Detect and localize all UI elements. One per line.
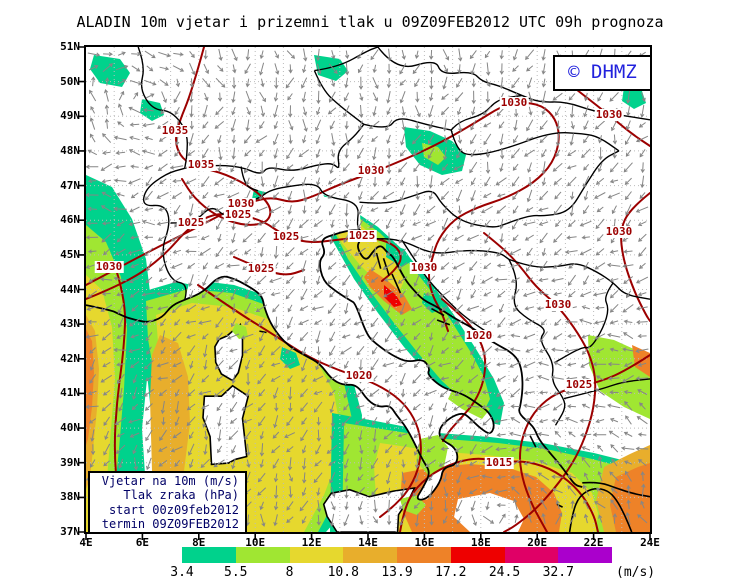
legend-tick-label: 10.8 bbox=[327, 565, 359, 580]
lat-label: 38N bbox=[60, 490, 80, 504]
colorbar-unit-label: (m/s) bbox=[616, 565, 656, 580]
lat-label: 44N bbox=[60, 282, 80, 296]
lat-label: 50N bbox=[60, 74, 80, 88]
lon-label: 12E bbox=[301, 536, 322, 549]
legend-tick-label: 24.5 bbox=[488, 565, 521, 580]
lon-label: 8E bbox=[192, 536, 206, 549]
legend-tick-label: 3.4 bbox=[170, 565, 194, 580]
legend-tick-label: 5.5 bbox=[224, 565, 248, 580]
legend-segment bbox=[450, 547, 505, 563]
legend-tick-label: 13.9 bbox=[381, 565, 413, 580]
map-graphics bbox=[86, 47, 650, 532]
legend-segment bbox=[343, 547, 397, 563]
legend-segment bbox=[235, 547, 290, 563]
lat-label: 42N bbox=[60, 351, 80, 365]
lat-label: 45N bbox=[60, 247, 80, 261]
lon-label: 22E bbox=[583, 536, 604, 549]
lat-label: 37N bbox=[60, 525, 80, 538]
legend-tick-label: 32.7 bbox=[542, 565, 574, 580]
legend-segment bbox=[289, 547, 344, 563]
lat-label: 39N bbox=[60, 455, 80, 469]
info-line-pressure: Tlak zraka (hPa) bbox=[123, 488, 239, 503]
lon-label: 14E bbox=[358, 536, 378, 549]
map-area: 1035 1035 1030 1025 1025 1025 1025 1030 1025 1030… bbox=[78, 45, 652, 540]
lat-label: 49N bbox=[60, 109, 80, 123]
map-info-box: Vjetar na 10m (m/s) Tlak zraka (hPa) sta… bbox=[88, 471, 247, 534]
legend-segment bbox=[397, 547, 451, 563]
color-patches bbox=[86, 55, 650, 532]
lon-label: 20E bbox=[527, 536, 548, 549]
lon-label: 24E bbox=[640, 536, 660, 549]
legend-segment bbox=[182, 547, 236, 563]
lat-label: 46N bbox=[60, 213, 80, 227]
info-line-wind: Vjetar na 10m (m/s) bbox=[101, 474, 239, 488]
lon-label: 18E bbox=[470, 536, 491, 549]
axis-ticks bbox=[78, 46, 651, 540]
legend-tick-label: 17.2 bbox=[435, 565, 467, 580]
graticule bbox=[86, 47, 650, 532]
lon-label: 16E bbox=[414, 536, 435, 549]
lon-label: 4E bbox=[79, 536, 93, 549]
copyright-dhmz-text: © DHMZ bbox=[568, 61, 637, 83]
dhmz-badge: © DHMZ bbox=[553, 55, 652, 91]
lat-label: 48N bbox=[60, 143, 80, 157]
lat-label: 41N bbox=[60, 386, 80, 400]
lon-label: 6E bbox=[135, 536, 150, 549]
legend-tick-label: 8 bbox=[285, 565, 294, 580]
lat-label: 43N bbox=[60, 317, 80, 331]
legend-segment bbox=[558, 547, 612, 563]
page-title: ALADIN 10m vjetar i prizemni tlak u 09Z0… bbox=[76, 13, 664, 31]
info-line-termin: termin 09Z09FEB2012 bbox=[101, 516, 239, 531]
wind-speed-colorbar bbox=[182, 547, 612, 563]
info-line-start: start 00z09feb2012 bbox=[108, 502, 239, 517]
lat-label: 51N bbox=[60, 40, 80, 53]
lon-label: 10E bbox=[245, 536, 266, 549]
map-canvas bbox=[78, 46, 651, 540]
lat-label: 40N bbox=[60, 421, 80, 435]
lat-label: 47N bbox=[60, 178, 80, 192]
legend-segment bbox=[504, 547, 559, 563]
